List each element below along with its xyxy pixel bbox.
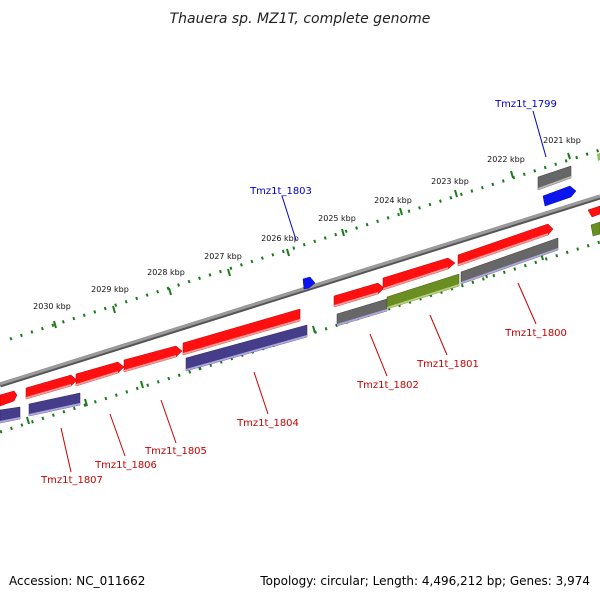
- reverse-gene-highlights: [0, 176, 571, 423]
- map-title: Thauera sp. MZ1T, complete genome: [170, 11, 431, 27]
- kbp-label: 2027 kbp: [204, 252, 242, 261]
- gene-label-tmz1t-1800[interactable]: Tmz1t_1800: [504, 328, 567, 339]
- gene-label-tmz1t-1801[interactable]: Tmz1t_1801: [416, 359, 479, 370]
- gene-feature[interactable]: [302, 276, 316, 290]
- gene-label-tmz1t-1806[interactable]: Tmz1t_1806: [94, 460, 157, 471]
- forward-gene-highlights: [26, 233, 548, 399]
- accession-text: Accession: NC_011662: [9, 574, 146, 588]
- scale-major-ticks: [53, 152, 571, 329]
- edge-feature: [597, 153, 600, 161]
- gene-label-tmz1t-1804[interactable]: Tmz1t_1804: [236, 418, 299, 429]
- kbp-label: 2024 kbp: [374, 196, 412, 205]
- topology-text: Topology: circular; Length: 4,496,212 bp…: [260, 574, 590, 588]
- kbp-label: 2030 kbp: [33, 302, 71, 311]
- gene-labels: Tmz1t_1799 Tmz1t_1800 Tmz1t_1801 Tmz1t_1…: [40, 99, 567, 486]
- gene-feature[interactable]: [0, 390, 18, 407]
- gene-feature[interactable]: [590, 221, 600, 237]
- kbp-label: 2022 kbp: [487, 155, 525, 164]
- kbp-label: 2023 kbp: [431, 177, 469, 186]
- scale-labels: 2021 kbp 2022 kbp 2023 kbp 2024 kbp 2025…: [33, 136, 581, 311]
- leader-lines: [60, 110, 547, 473]
- kbp-label: 2029 kbp: [91, 285, 129, 294]
- gene-label-tmz1t-1803[interactable]: Tmz1t_1803: [249, 186, 312, 197]
- gene-label-tmz1t-1805[interactable]: Tmz1t_1805: [144, 446, 207, 457]
- kbp-label: 2021 kbp: [543, 136, 581, 145]
- kbp-label: 2028 kbp: [147, 268, 185, 277]
- gene-feature[interactable]: [542, 185, 577, 207]
- forward-genes: [0, 205, 600, 407]
- gene-label-tmz1t-1799[interactable]: Tmz1t_1799: [494, 99, 557, 110]
- kbp-label: 2025 kbp: [318, 214, 356, 223]
- gene-label-tmz1t-1807[interactable]: Tmz1t_1807: [40, 475, 103, 486]
- scale-dotted-outer: [9, 148, 600, 341]
- backbone-line: [0, 194, 600, 386]
- gene-feature[interactable]: [587, 205, 600, 218]
- reverse-genes: [0, 165, 600, 424]
- gene-label-tmz1t-1802[interactable]: Tmz1t_1802: [356, 380, 419, 391]
- blue-features: [302, 185, 577, 290]
- kbp-label: 2026 kbp: [261, 234, 299, 243]
